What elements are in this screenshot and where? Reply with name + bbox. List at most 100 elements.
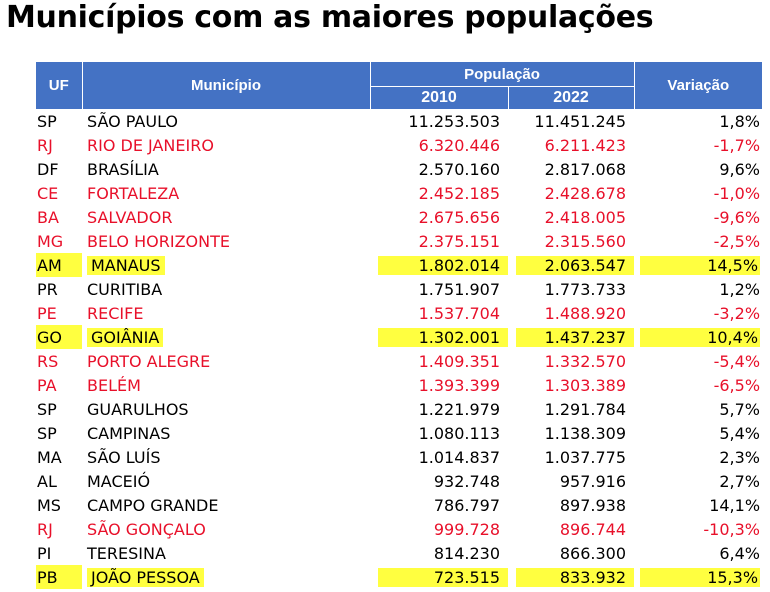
- cell-variacao: 5,7%: [719, 399, 761, 419]
- header-year-2010: 2010: [369, 86, 508, 109]
- table-row: BA SALVADOR 2.675.656 2.418.005 -9,6%: [36, 205, 762, 229]
- cell-variacao: 2,7%: [719, 471, 761, 491]
- cell-uf: AM: [36, 253, 82, 277]
- cell-pop-2022: 833.932: [508, 565, 635, 589]
- cell-municipio: BELÉM: [87, 375, 141, 395]
- cell-variacao: 1,8%: [719, 111, 761, 131]
- cell-municipio: GOIÂNIA: [82, 325, 370, 349]
- cell-variacao-text: 14,5%: [640, 255, 761, 275]
- cell-variacao: -3,2%: [713, 303, 761, 323]
- table-row: GO GOIÂNIA 1.302.001 1.437.237 10,4%: [36, 325, 762, 349]
- cell-pop-2010: 2.675.656: [418, 207, 500, 227]
- cell-uf: DF: [37, 159, 59, 179]
- cell-municipio: TERESINA: [87, 543, 166, 563]
- cell-variacao: -1,7%: [713, 135, 761, 155]
- cell-pop-2022: 957.916: [559, 471, 627, 491]
- cell-pop-2022: 1.488.920: [544, 303, 627, 323]
- cell-pop-2010-text: 1.802.014: [378, 255, 508, 275]
- cell-pop-2022: 1.037.775: [544, 447, 627, 467]
- cell-pop-2010: 723.515: [370, 565, 508, 589]
- cell-uf: PB: [36, 565, 82, 589]
- cell-pop-2010: 999.728: [433, 519, 500, 539]
- cell-municipio: RECIFE: [87, 303, 144, 323]
- table-row: PR CURITIBA 1.751.907 1.773.733 1,2%: [36, 277, 762, 301]
- cell-variacao: 9,6%: [719, 159, 761, 179]
- cell-uf: RS: [37, 351, 59, 371]
- cell-pop-2010: 1.409.351: [418, 351, 500, 371]
- cell-variacao-text: 15,3%: [640, 567, 761, 587]
- cell-pop-2010: 932.748: [433, 471, 500, 491]
- cell-variacao: 5,4%: [719, 423, 761, 443]
- cell-municipio-text: GOIÂNIA: [87, 327, 164, 347]
- cell-municipio: RIO DE JANEIRO: [87, 135, 214, 155]
- cell-municipio: BELO HORIZONTE: [87, 231, 230, 251]
- cell-pop-2010: 1.302.001: [370, 325, 508, 349]
- cell-pop-2022: 897.938: [559, 495, 627, 515]
- page-title: Municípios com as maiores populações: [6, 0, 654, 35]
- cell-uf: AL: [37, 471, 57, 491]
- cell-pop-2022: 1.303.389: [544, 375, 627, 395]
- cell-variacao: 1,2%: [719, 279, 761, 299]
- cell-uf: BA: [37, 207, 59, 227]
- cell-pop-2010: 814.230: [433, 543, 500, 563]
- cell-variacao: 14,5%: [634, 253, 762, 277]
- cell-municipio: CURITIBA: [87, 279, 163, 299]
- cell-variacao: -1,0%: [713, 183, 761, 203]
- cell-pop-2010: 1.802.014: [370, 253, 508, 277]
- cell-uf: CE: [37, 183, 59, 203]
- cell-pop-2010: 1.751.907: [418, 279, 500, 299]
- cell-pop-2022: 866.300: [559, 543, 627, 563]
- cell-pop-2010: 786.797: [433, 495, 500, 515]
- table-row: SP GUARULHOS 1.221.979 1.291.784 5,7%: [36, 397, 762, 421]
- table-row: AM MANAUS 1.802.014 2.063.547 14,5%: [36, 253, 762, 277]
- cell-uf: MS: [37, 495, 61, 515]
- cell-municipio: SÃO PAULO: [87, 111, 179, 131]
- header-municipio: Município: [81, 62, 370, 109]
- cell-pop-2022: 11.451.245: [534, 111, 627, 131]
- cell-variacao: 2,3%: [719, 447, 761, 467]
- cell-pop-2022: 2.817.068: [544, 159, 627, 179]
- cell-municipio-text: JOÃO PESSOA: [87, 567, 204, 587]
- cell-variacao: 10,4%: [634, 325, 762, 349]
- cell-municipio: SÃO LUÍS: [87, 447, 161, 467]
- cell-municipio: SÃO GONÇALO: [87, 519, 206, 539]
- cell-uf: SP: [37, 399, 57, 419]
- cell-pop-2022: 6.211.423: [544, 135, 627, 155]
- cell-municipio: BRASÍLIA: [87, 159, 159, 179]
- cell-pop-2010: 1.221.979: [418, 399, 500, 419]
- cell-uf: RJ: [37, 135, 53, 155]
- cell-municipio: JOÃO PESSOA: [82, 565, 370, 589]
- cell-pop-2022-text: 833.932: [516, 567, 635, 587]
- cell-uf: PE: [37, 303, 57, 323]
- cell-pop-2010-text: 723.515: [378, 567, 508, 587]
- cell-variacao: -10,3%: [703, 519, 761, 539]
- cell-municipio: CAMPINAS: [87, 423, 171, 443]
- cell-uf: MA: [37, 447, 62, 467]
- table-row: PE RECIFE 1.537.704 1.488.920 -3,2%: [36, 301, 762, 325]
- table-row: SP SÃO PAULO 11.253.503 11.451.245 1,8%: [36, 109, 762, 133]
- table-row: SP CAMPINAS 1.080.113 1.138.309 5,4%: [36, 421, 762, 445]
- cell-uf: GO: [36, 325, 82, 349]
- table-row: MG BELO HORIZONTE 2.375.151 2.315.560 -2,5%: [36, 229, 762, 253]
- cell-variacao: -6,5%: [713, 375, 761, 395]
- table-row: MS CAMPO GRANDE 786.797 897.938 14,1%: [36, 493, 762, 517]
- cell-uf: RJ: [37, 519, 53, 539]
- cell-pop-2022: 1.138.309: [544, 423, 627, 443]
- table-header: UF Município População Variação 2010 202…: [36, 62, 763, 109]
- table-row: AL MACEIÓ 932.748 957.916 2,7%: [36, 469, 762, 493]
- table-body: SP SÃO PAULO 11.253.503 11.451.245 1,8% RJ RIO…: [36, 109, 762, 589]
- cell-pop-2022: 1.291.784: [544, 399, 627, 419]
- cell-municipio: GUARULHOS: [87, 399, 189, 419]
- table-row: RS PORTO ALEGRE 1.409.351 1.332.570 -5,4%: [36, 349, 762, 373]
- cell-variacao: 15,3%: [634, 565, 762, 589]
- cell-uf: SP: [37, 423, 57, 443]
- header-year-2022: 2022: [507, 86, 635, 109]
- cell-pop-2022: 2.428.678: [544, 183, 627, 203]
- cell-pop-2022: 2.063.547: [508, 253, 635, 277]
- cell-uf: PI: [37, 543, 52, 563]
- header-uf: UF: [36, 62, 82, 109]
- cell-variacao: -5,4%: [713, 351, 761, 371]
- cell-municipio: MACEIÓ: [87, 471, 151, 491]
- cell-pop-2010: 2.452.185: [418, 183, 500, 203]
- cell-pop-2010: 6.320.446: [418, 135, 500, 155]
